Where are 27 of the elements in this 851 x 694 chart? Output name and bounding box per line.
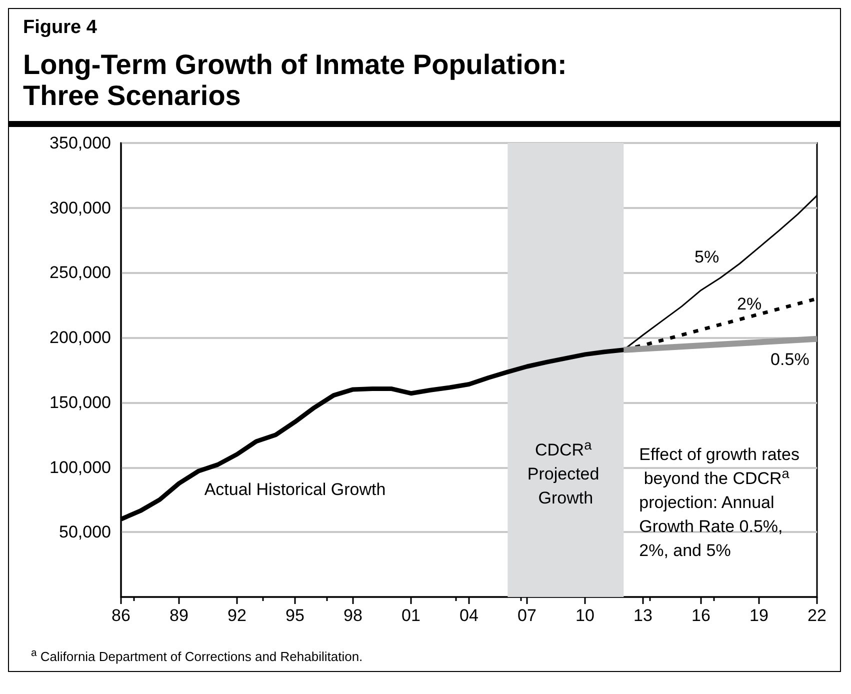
- text: a California Department of Corrections and Rehabilitation.: [31, 648, 363, 664]
- x-tick-label: 86: [112, 606, 130, 625]
- x-tick-label: 16: [692, 606, 710, 625]
- chart-title: Long-Term Growth of Inmate Population: Three Scenarios: [23, 49, 568, 111]
- y-tick-label: 200,000: [50, 328, 111, 348]
- x-tick-label: 07: [518, 606, 536, 625]
- x-tick-label: 22: [808, 606, 826, 625]
- x-tick-label: 10: [576, 606, 594, 625]
- x-tick-label: 95: [286, 606, 304, 625]
- y-tick-label: 250,000: [50, 263, 111, 282]
- y-tick-label: 350,000: [50, 134, 111, 152]
- y-tick-label: 150,000: [50, 392, 111, 412]
- y-tick-label: 300,000: [50, 198, 111, 218]
- annotation: Actual Historical Growth: [204, 480, 386, 499]
- chart-subtitle: Figure 4: [23, 17, 98, 39]
- y-tick-label: 50,000: [59, 522, 111, 542]
- series-label: 0.5%: [770, 350, 810, 370]
- x-tick-label: 98: [344, 606, 362, 625]
- series-label: 5%: [694, 248, 720, 267]
- y-tick-label: 100,000: [50, 458, 111, 477]
- series-label: 2%: [737, 294, 762, 314]
- x-tick-label: 89: [170, 606, 188, 625]
- x-tick-label: 19: [750, 606, 768, 625]
- x-tick-label: 01: [402, 606, 420, 625]
- x-tick-label: 04: [460, 606, 478, 625]
- x-tick-label: 13: [634, 606, 652, 625]
- x-tick-label: 92: [228, 606, 246, 625]
